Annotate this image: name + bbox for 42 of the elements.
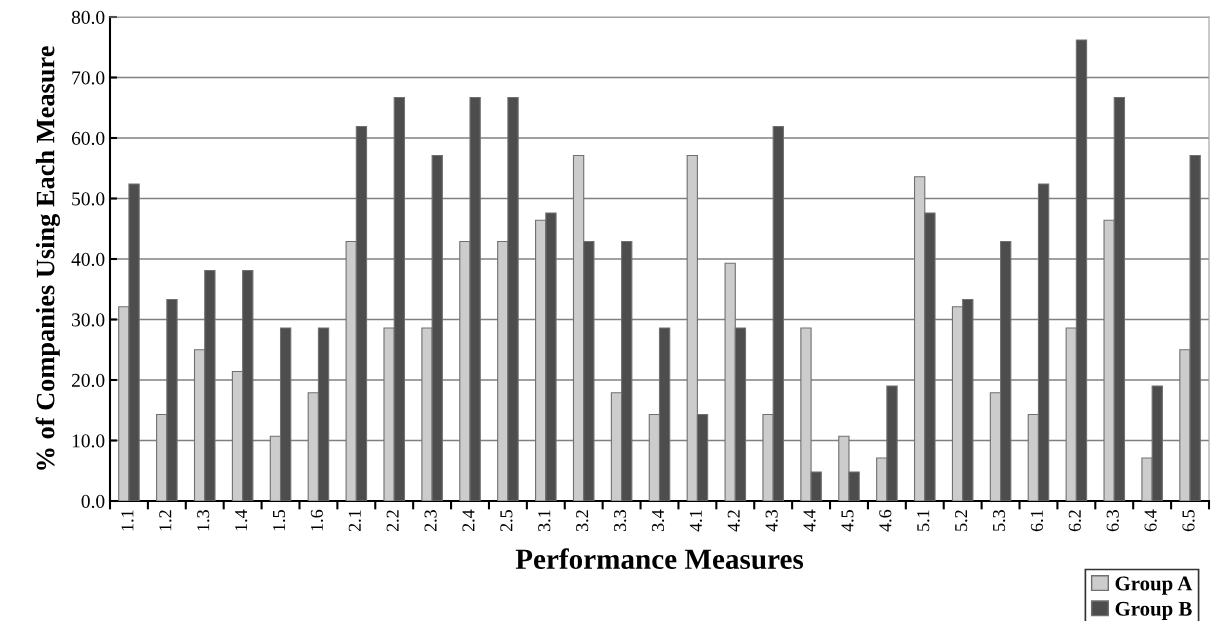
x-tick-label: 3.1: [538, 510, 551, 532]
x-tick-label: 4.4: [803, 509, 816, 532]
x-tick-label: 4.5: [841, 510, 854, 532]
x-tick-label: 6.5: [1182, 510, 1195, 532]
y-tick-label: 70.0: [72, 71, 105, 85]
y-tick-label: 0.0: [81, 494, 105, 509]
x-tick-label: 2.1: [348, 510, 361, 532]
x-tick-label: 6.2: [1068, 510, 1081, 532]
y-tick-label: 30.0: [72, 313, 105, 327]
x-tick-label: 1.1: [121, 510, 134, 531]
x-tick-label: 1.3: [197, 510, 210, 531]
x-tick-label: 6.4: [1144, 509, 1157, 532]
x-tick-label: 5.1: [917, 510, 930, 531]
x-tick-label: 1.5: [272, 510, 286, 531]
x-tick-label: 1.2: [159, 510, 172, 531]
x-tick-label: 2.3: [424, 510, 437, 532]
legend-label: Group A: [1115, 576, 1193, 595]
y-tick-label: 80.0: [71, 10, 105, 25]
y-tick-label: 10.0: [72, 434, 105, 448]
y-axis-title: % of Companies Using Each Measure: [35, 46, 60, 470]
legend-label: Group B: [1115, 601, 1192, 621]
x-tick-label: 6.3: [1106, 510, 1119, 532]
x-tick-label: 1.4: [235, 509, 248, 531]
x-tick-label: 2.2: [386, 510, 399, 532]
x-tick-label: 4.2: [727, 510, 740, 532]
x-tick-label: 3.2: [576, 510, 589, 532]
x-tick-label: 4.6: [879, 509, 892, 532]
x-tick-label: 4.1: [689, 510, 702, 532]
x-tick-label: 1.6: [310, 509, 324, 531]
y-tick-label: 20.0: [71, 373, 105, 388]
x-tick-label: 3.4: [651, 509, 665, 532]
x-tick-label: 6.1: [1030, 510, 1044, 532]
y-tick-label: 60.0: [71, 131, 105, 146]
x-tick-label: 5.2: [955, 510, 968, 531]
x-tick-label: 4.3: [765, 510, 778, 532]
x-tick-label: 3.3: [613, 510, 627, 532]
x-tick-label: 2.4: [462, 509, 475, 532]
x-tick-label: 2.5: [500, 510, 513, 532]
y-tick-label: 40.0: [71, 252, 105, 267]
x-axis-title: Performance Measures: [515, 548, 804, 570]
x-tick-label: 5.3: [992, 510, 1006, 531]
y-tick-label: 50.0: [72, 192, 105, 206]
